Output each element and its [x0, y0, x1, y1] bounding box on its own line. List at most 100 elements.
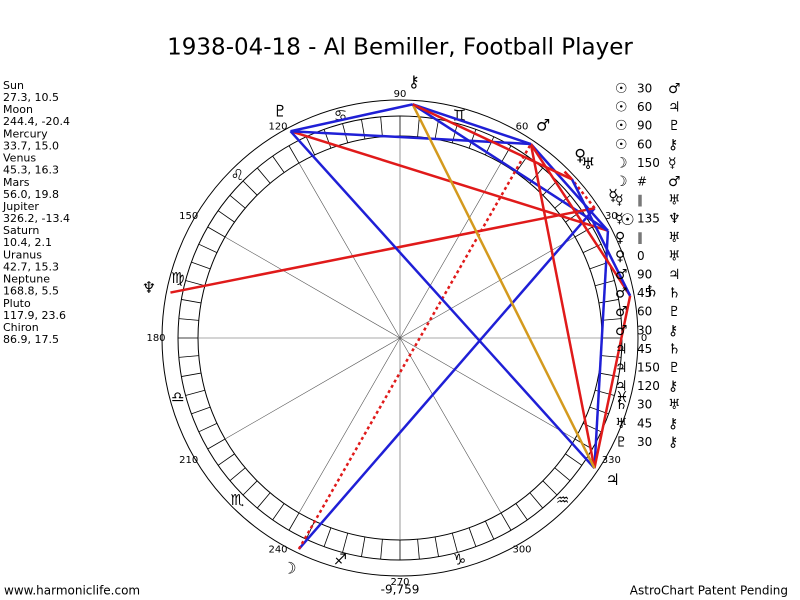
aspect-type: 30: [637, 398, 652, 412]
aspect-type: #: [637, 175, 647, 189]
spoke: [399, 337, 576, 440]
aspect-planet: ☉: [615, 137, 628, 153]
planet-name: Chiron: [3, 321, 39, 334]
aspect-type: 60: [637, 137, 652, 151]
ring-tick: [554, 467, 571, 482]
zodiac-sign: ♒: [556, 491, 569, 509]
ring-tick: [272, 155, 285, 173]
planet-glyph: ☿: [608, 185, 618, 204]
aspect-planet: ♆: [668, 211, 681, 227]
planet-name: Mercury: [3, 127, 48, 140]
ring-tick: [574, 226, 593, 238]
planet-coords: 27.3, 10.5: [3, 91, 59, 104]
ring-tick: [229, 194, 246, 209]
aspect-type: 60: [637, 100, 652, 114]
ring-tick: [198, 423, 218, 433]
ring-tick: [361, 536, 366, 557]
ring-tick: [529, 492, 544, 509]
planet-coords: 45.3, 16.3: [3, 164, 59, 177]
aspect-line: [411, 103, 609, 232]
ring-tick: [542, 480, 558, 496]
degree-label: 270: [390, 577, 409, 588]
aspect-planet: ♀: [615, 230, 625, 246]
aspect-line: [529, 143, 596, 469]
chart-title: 1938-04-18 - Al Bemiller, Football Playe…: [167, 35, 633, 61]
degree-label: 150: [179, 211, 198, 222]
aspect-type: 45: [637, 286, 652, 300]
planet-coords: 42.7, 15.3: [3, 260, 59, 273]
degree-label: 90: [394, 89, 407, 100]
degree-label: 30: [605, 211, 618, 222]
ring-tick: [185, 389, 205, 396]
aspect-line: [412, 103, 573, 181]
bottom-label: -9,759: [381, 583, 420, 597]
aspect-type: 45: [637, 416, 652, 430]
planet-glyph: ♆: [142, 278, 156, 297]
zodiac-sign: ♓: [615, 388, 628, 406]
aspect-planet: ☉: [615, 81, 628, 97]
ring-tick: [305, 520, 315, 540]
ring-tick: [256, 492, 271, 509]
aspect-planet: ♂: [615, 304, 628, 320]
aspect-planet: ♃: [615, 379, 628, 395]
aspect-planet: ♀: [615, 248, 625, 264]
spoke: [399, 236, 576, 339]
aspect-line: [412, 103, 532, 146]
ring-tick: [417, 539, 420, 560]
degree-label: 180: [146, 333, 165, 344]
ring-tick: [468, 527, 477, 547]
ring-tick: [515, 155, 528, 173]
aspect-line: [170, 206, 595, 294]
spoke: [298, 337, 401, 514]
ring-tick: [598, 372, 619, 377]
aspect-planet: ♄: [668, 286, 681, 302]
ring-tick: [542, 180, 558, 196]
ring-tick: [342, 533, 349, 553]
planet-glyph: ☉: [620, 210, 634, 229]
degree-label: 240: [268, 544, 287, 555]
zodiac-sign: ♍: [171, 269, 184, 287]
aspect-planet: ⚷: [668, 416, 678, 432]
planet-glyph: ♇: [273, 101, 287, 120]
aspect-planet: ☿: [668, 155, 677, 171]
aspect-type: 30: [637, 435, 652, 449]
ring-tick: [305, 136, 315, 156]
ring-tick: [256, 167, 271, 184]
planet-coords: 33.7, 15.0: [3, 139, 59, 152]
ring-tick: [434, 119, 439, 140]
aspect-line: [529, 143, 609, 232]
aspect-line: [411, 103, 596, 469]
planet-glyph: ♅: [581, 154, 595, 173]
ring-tick: [185, 280, 205, 287]
ring-tick: [191, 261, 211, 270]
planet-glyph: ☽: [282, 558, 296, 577]
ring-tick: [417, 116, 420, 137]
aspect-type: 90: [637, 119, 652, 133]
planet-glyph: ♃: [606, 470, 620, 489]
planet-coords: 244.4, -20.4: [3, 115, 70, 128]
aspect-planet: ♇: [668, 118, 681, 134]
aspect-planet: ♅: [668, 193, 681, 209]
planet-glyph: ♄: [645, 281, 659, 300]
planet-coords: 86.9, 17.5: [3, 333, 59, 346]
aspect-type: 135: [637, 212, 660, 226]
aspect-planet: ♅: [668, 248, 681, 264]
degree-label: 120: [268, 122, 287, 133]
aspect-planet: ☽: [615, 174, 628, 190]
aspect-line: [593, 295, 632, 469]
aspect-type: 60: [637, 305, 652, 319]
aspect-line: [529, 143, 632, 297]
ring-tick: [217, 210, 235, 223]
ring-tick: [272, 503, 285, 521]
degree-label: 330: [602, 455, 621, 466]
aspect-type: ∥: [637, 193, 643, 207]
planet-glyph: ♂: [536, 115, 550, 134]
ring-tick: [178, 355, 199, 358]
ring-tick: [288, 512, 300, 531]
aspect-planet: ♇: [668, 360, 681, 376]
aspect-planet: ☿: [615, 193, 624, 209]
aspect-type: 150: [637, 361, 660, 375]
footer-right: AstroChart Patent Pending: [630, 584, 788, 598]
spoke: [399, 337, 502, 514]
ring-tick: [242, 480, 258, 496]
